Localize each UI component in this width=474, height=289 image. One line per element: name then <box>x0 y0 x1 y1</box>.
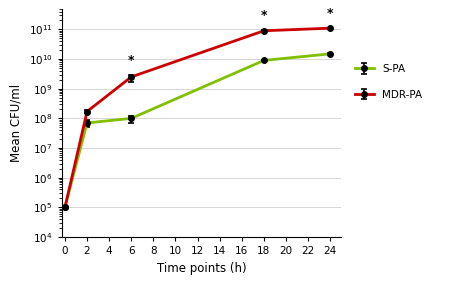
Text: *: * <box>261 9 267 22</box>
Legend: S-PA, MDR-PA: S-PA, MDR-PA <box>355 64 422 100</box>
Text: *: * <box>128 54 135 67</box>
Y-axis label: Mean CFU/ml: Mean CFU/ml <box>10 84 23 162</box>
Text: *: * <box>327 7 334 20</box>
X-axis label: Time points (h): Time points (h) <box>156 262 246 275</box>
